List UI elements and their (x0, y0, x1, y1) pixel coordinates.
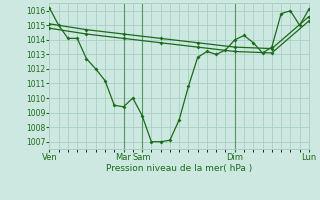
X-axis label: Pression niveau de la mer( hPa ): Pression niveau de la mer( hPa ) (106, 164, 252, 173)
